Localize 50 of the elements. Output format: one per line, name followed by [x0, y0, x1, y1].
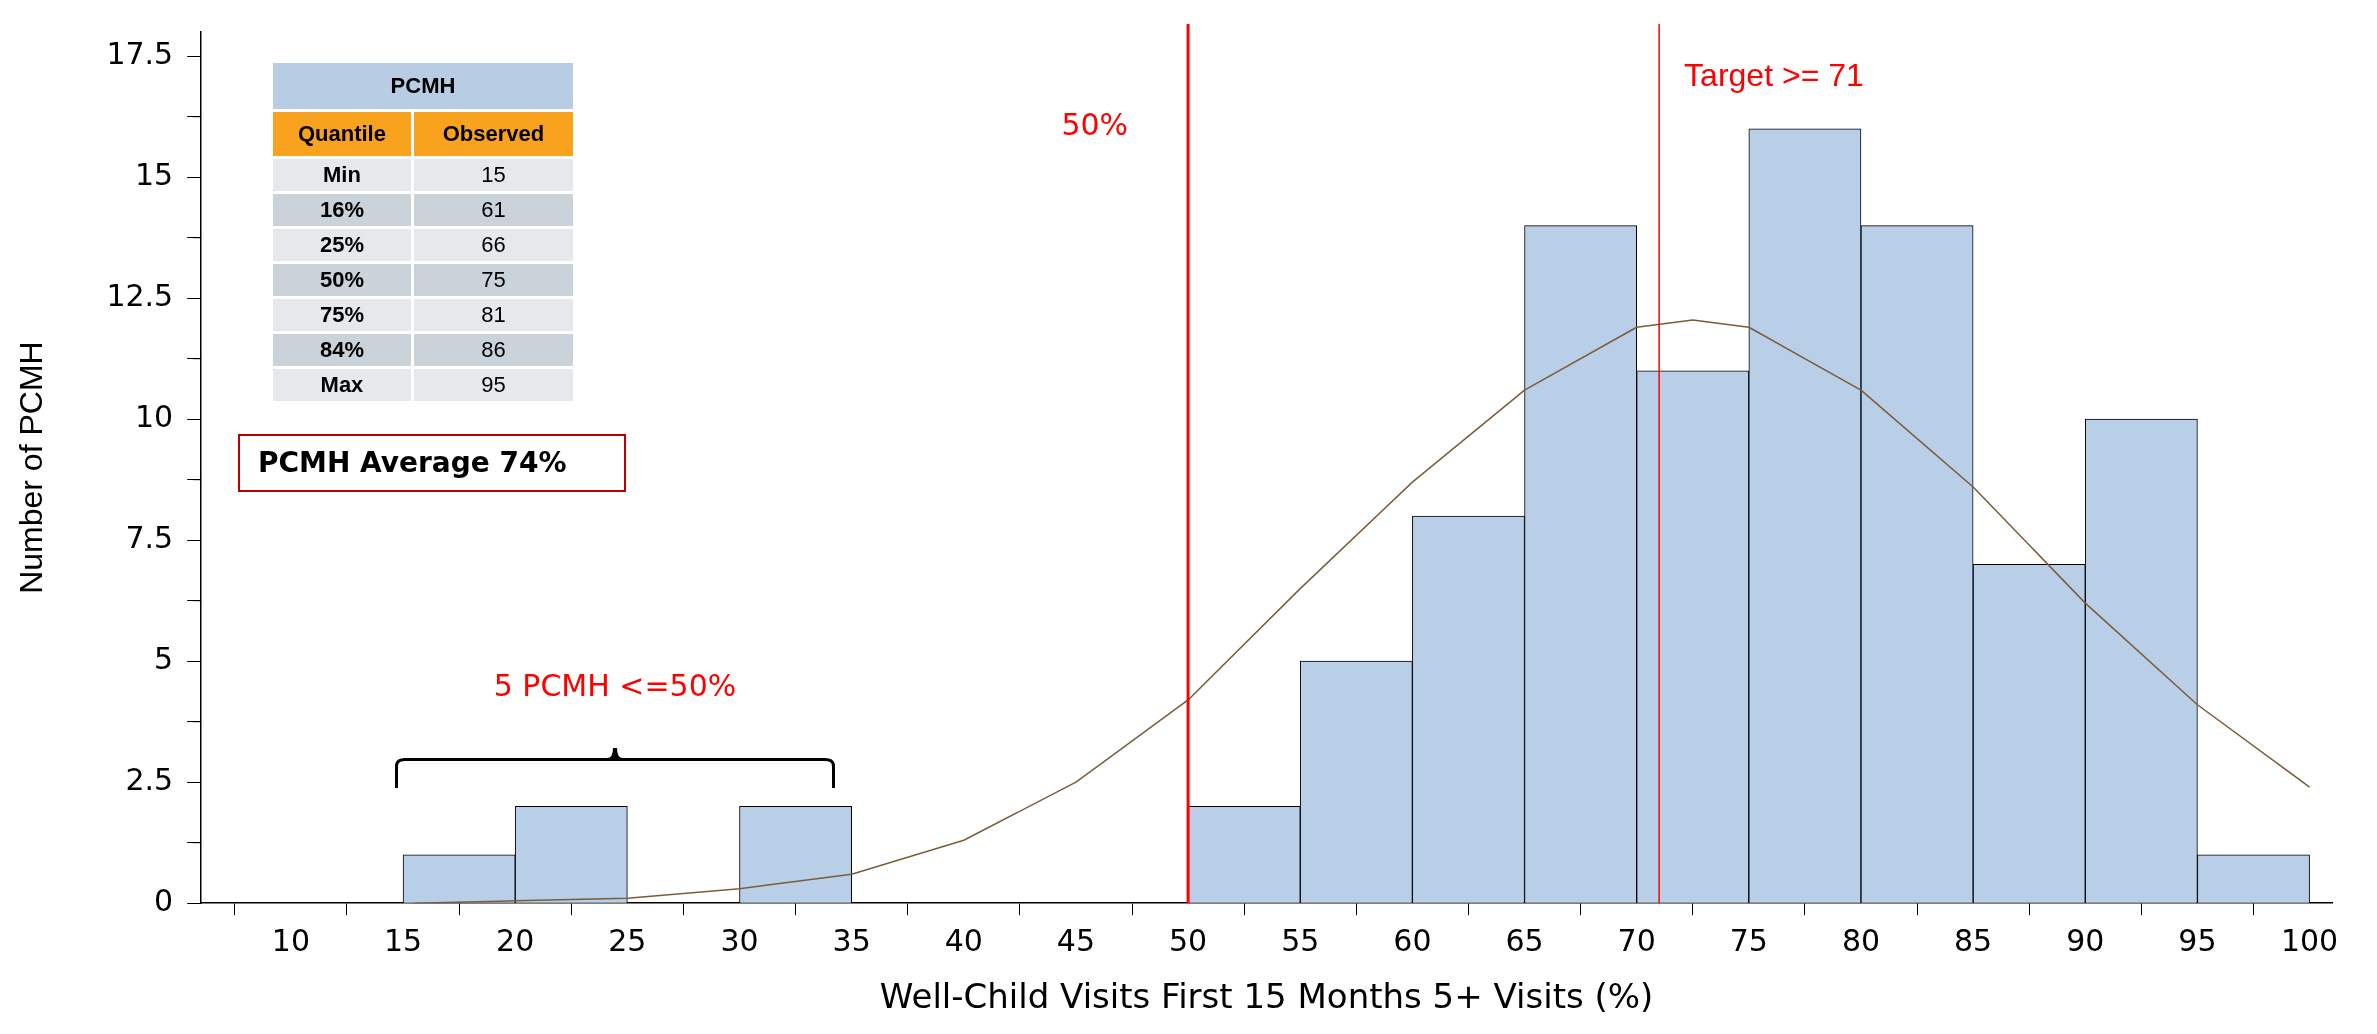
x-tick-label: 70	[1617, 923, 1656, 958]
data-label: 95	[413, 369, 573, 401]
x-tick-label: 75	[1729, 923, 1768, 958]
data-label: 66	[413, 229, 573, 261]
x-tick-label: 90	[2066, 923, 2105, 958]
annotation: PCMH Average 74%	[238, 434, 626, 492]
category-label: 25%	[273, 229, 411, 261]
y-tick-label: 7.5	[125, 520, 174, 555]
data-label: 15	[413, 159, 573, 191]
x-tick-label: 25	[608, 923, 647, 958]
x-tick-label: 60	[1393, 923, 1432, 958]
x-tick-label: 95	[2178, 923, 2217, 958]
annotation: 5 PCMH <=50%	[493, 667, 737, 703]
data-label: 75	[413, 264, 573, 296]
category-label: 50%	[273, 264, 411, 296]
data-label: 81	[413, 299, 573, 331]
x-tick-label: 40	[944, 923, 983, 958]
x-tick-label: 20	[496, 923, 535, 958]
text: PCMH	[273, 63, 573, 109]
text: Quantile	[273, 112, 411, 156]
text: Observed	[413, 112, 573, 156]
x-tick-label: 100	[2280, 923, 2339, 958]
category-label: Max	[273, 369, 411, 401]
x-tick-label: 50	[1169, 923, 1208, 958]
x-tick-label: 85	[1954, 923, 1993, 958]
x-axis-title: Well-Child Visits First 15 Months 5+ Visits (%)	[879, 976, 1654, 1017]
category-label: 75%	[273, 299, 411, 331]
x-tick-label: 65	[1505, 923, 1544, 958]
ref-line-label: 50%	[1061, 106, 1129, 142]
x-tick-label: 10	[271, 923, 311, 958]
y-tick-label: 15	[135, 157, 174, 192]
x-tick-label: 45	[1056, 923, 1096, 958]
x-tick-label: 80	[1841, 923, 1881, 958]
y-axis-title: Number of PCMH	[13, 341, 50, 594]
category-label: Min	[273, 159, 411, 191]
y-tick-label: 2.5	[125, 762, 174, 797]
x-tick-label: 15	[383, 923, 423, 958]
y-tick-label: 5	[154, 641, 174, 676]
category-label: 16%	[273, 194, 411, 226]
y-tick-label: 17.5	[106, 36, 174, 71]
y-tick-label: 10	[135, 399, 174, 434]
ref-line-label: Target >= 71	[1684, 56, 1864, 93]
y-tick-label: 12.5	[106, 278, 174, 313]
category-label: 84%	[273, 334, 411, 366]
data-label: 86	[413, 334, 573, 366]
x-tick-label: 55	[1281, 923, 1320, 958]
data-label: 61	[413, 194, 573, 226]
x-tick-label: 30	[720, 923, 759, 958]
y-tick-label: 0	[154, 883, 174, 918]
x-tick-label: 35	[832, 923, 871, 958]
